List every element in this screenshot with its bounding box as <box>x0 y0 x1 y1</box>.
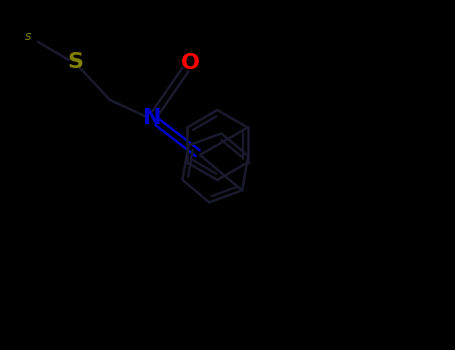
Text: S: S <box>67 52 83 72</box>
Text: N: N <box>143 108 161 128</box>
Text: O: O <box>181 53 199 73</box>
Text: s: s <box>25 29 31 42</box>
